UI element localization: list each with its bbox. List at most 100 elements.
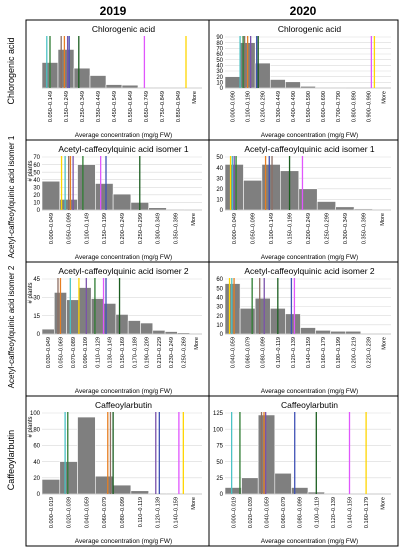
y-tick-label: 90	[216, 35, 223, 41]
y-tick-label: 60	[33, 444, 40, 450]
y-tick-label: 80	[216, 41, 223, 47]
x-tick-label: 0.250–0.349	[80, 91, 86, 122]
x-axis-label: Average concentration (mg/g FW)	[75, 132, 172, 139]
x-tick-label: 0.250–0.299	[138, 213, 144, 244]
y-tick-label: 0	[37, 492, 41, 498]
x-tick-label: 0.550–0.649	[128, 91, 134, 122]
y-tick-label: 0	[37, 332, 41, 338]
y-tick-label: 30	[216, 176, 223, 182]
x-tick-label: 0.100–0.190	[246, 91, 252, 122]
x-tick-label: 0.060–0.079	[102, 497, 108, 528]
y-tick-label: 10	[216, 81, 223, 87]
y-tick-label: 50	[33, 170, 40, 176]
x-tick-label: 0.000–0.019	[231, 497, 237, 528]
x-axis-label: Average concentration (mg/g FW)	[75, 388, 172, 395]
x-tick-label: 0.100–0.119	[314, 497, 320, 528]
row-label-acq1: Acetyl-caffeoylquinic acid isomer 1	[7, 135, 16, 258]
x-tick-label: 0.850–0.949	[176, 91, 182, 122]
x-tick-label: 0.300–0.349	[343, 213, 349, 244]
bar	[243, 180, 263, 211]
y-tick-label: 10	[216, 323, 223, 329]
x-tick-label: 0.350–0.399	[173, 213, 179, 244]
bar	[112, 484, 132, 495]
bar	[224, 487, 242, 495]
bar	[269, 79, 286, 89]
bar	[257, 414, 276, 495]
chart-title: Chlorogenic acid	[92, 24, 156, 34]
bar	[89, 75, 107, 89]
y-tick-label: 50	[216, 460, 223, 466]
bar	[241, 477, 259, 495]
chart-c2019-3: Acetyl-caffeoylquinic acid isomer 2 0 15 30…	[28, 266, 202, 395]
bar	[41, 180, 61, 211]
x-tick-label: 0.020–0.039	[248, 497, 254, 528]
y-tick-label: 0	[37, 208, 41, 214]
bar	[41, 328, 55, 335]
y-tick-label: 20	[216, 75, 223, 81]
y-tick-label: 10	[216, 198, 223, 204]
x-axis-label: Average concentration (mg/g FW)	[261, 254, 358, 261]
y-tick-label: 0	[220, 208, 224, 214]
y-tick-label: 40	[33, 178, 40, 184]
x-tick-label: 0.020–0.039	[67, 497, 73, 528]
x-tick-label: 0.100–0.149	[269, 213, 275, 244]
x-tick-label: 0.060–0.079	[246, 337, 252, 368]
chart-title: Acetyl-caffeoylquinic acid isomer 1	[244, 144, 375, 154]
x-tick-label: 0.140–0.159	[306, 337, 312, 368]
y-tick-label: 40	[216, 296, 223, 302]
bar	[78, 287, 92, 335]
x-tick-label: 0.450–0.549	[112, 91, 118, 122]
chart-c2019-2: Acetyl-caffeoylquinic acid isomer 1 010 20…	[28, 144, 202, 261]
x-tick-label: 0.080–0.099	[261, 337, 267, 368]
bar	[105, 84, 123, 89]
bar	[115, 314, 129, 335]
panel-frames	[25, 19, 399, 547]
y-tick-label: 60	[216, 277, 223, 283]
y-tick-label: 25	[216, 476, 223, 482]
x-tick-label: 0.130–0.149	[108, 337, 114, 368]
y-tick-label: 60	[216, 52, 223, 58]
y-tick-label: 50	[216, 155, 223, 161]
bar	[315, 330, 331, 335]
x-tick-label: 0.200–0.290	[261, 91, 267, 122]
x-tick-label: 0.060–0.079	[281, 497, 287, 528]
bar	[330, 330, 347, 335]
chart-title: Chlorogenic acid	[278, 24, 342, 34]
x-tick-label: 0.350–0.399	[361, 213, 367, 244]
y-tick-label: 75	[216, 444, 223, 450]
bar	[291, 487, 309, 495]
x-tick-label: More	[381, 91, 387, 104]
chart-c2019-1: Chlorogenic acid 0.050–0.149 0.150–0.249 0.…	[41, 24, 202, 139]
y-tick-label: 15	[33, 314, 40, 320]
x-tick-label: 0.150–0.199	[102, 213, 108, 244]
x-tick-label: 0.080–0.099	[120, 497, 126, 528]
x-tick-label: 0.050–0.149	[48, 91, 54, 122]
x-tick-label: 0.300–0.349	[156, 213, 162, 244]
bar	[152, 330, 166, 335]
bar	[345, 330, 362, 335]
bar	[66, 299, 80, 335]
x-tick-label: 0.750–0.849	[160, 91, 166, 122]
x-tick-label: 0.220–0.239	[366, 337, 372, 368]
x-tick-label: 0.150–0.199	[288, 213, 294, 244]
x-tick-label: 0.140–0.159	[348, 497, 354, 528]
x-tick-label: 0.050–0.069	[58, 337, 64, 368]
y-tick-label: 0	[220, 492, 224, 498]
x-tick-label: 0.200–0.249	[306, 213, 312, 244]
chart-c2020-4: Caffeoylarbutin 0 25 50 75 100 125 0.000–0.019 0…	[213, 400, 391, 545]
x-tick-label: 0.190–0.209	[145, 337, 151, 368]
x-tick-label: 0.120–0.139	[331, 497, 337, 528]
bar	[300, 327, 316, 335]
bar	[41, 479, 61, 495]
x-tick-label: 0.000–0.049	[49, 213, 55, 244]
x-tick-label: 0.150–0.249	[64, 91, 70, 122]
panel-outer-frame	[25, 19, 399, 547]
x-tick-label: 0.120–0.139	[291, 337, 297, 368]
bar	[95, 183, 114, 211]
y-tick-label: 100	[213, 427, 224, 433]
y-tick-label: 60	[33, 163, 40, 169]
bar	[77, 164, 96, 211]
bar	[254, 297, 271, 335]
charts-layer: Chlorogenic acid 0.050–0.149 0.150–0.249 0.…	[28, 24, 391, 545]
